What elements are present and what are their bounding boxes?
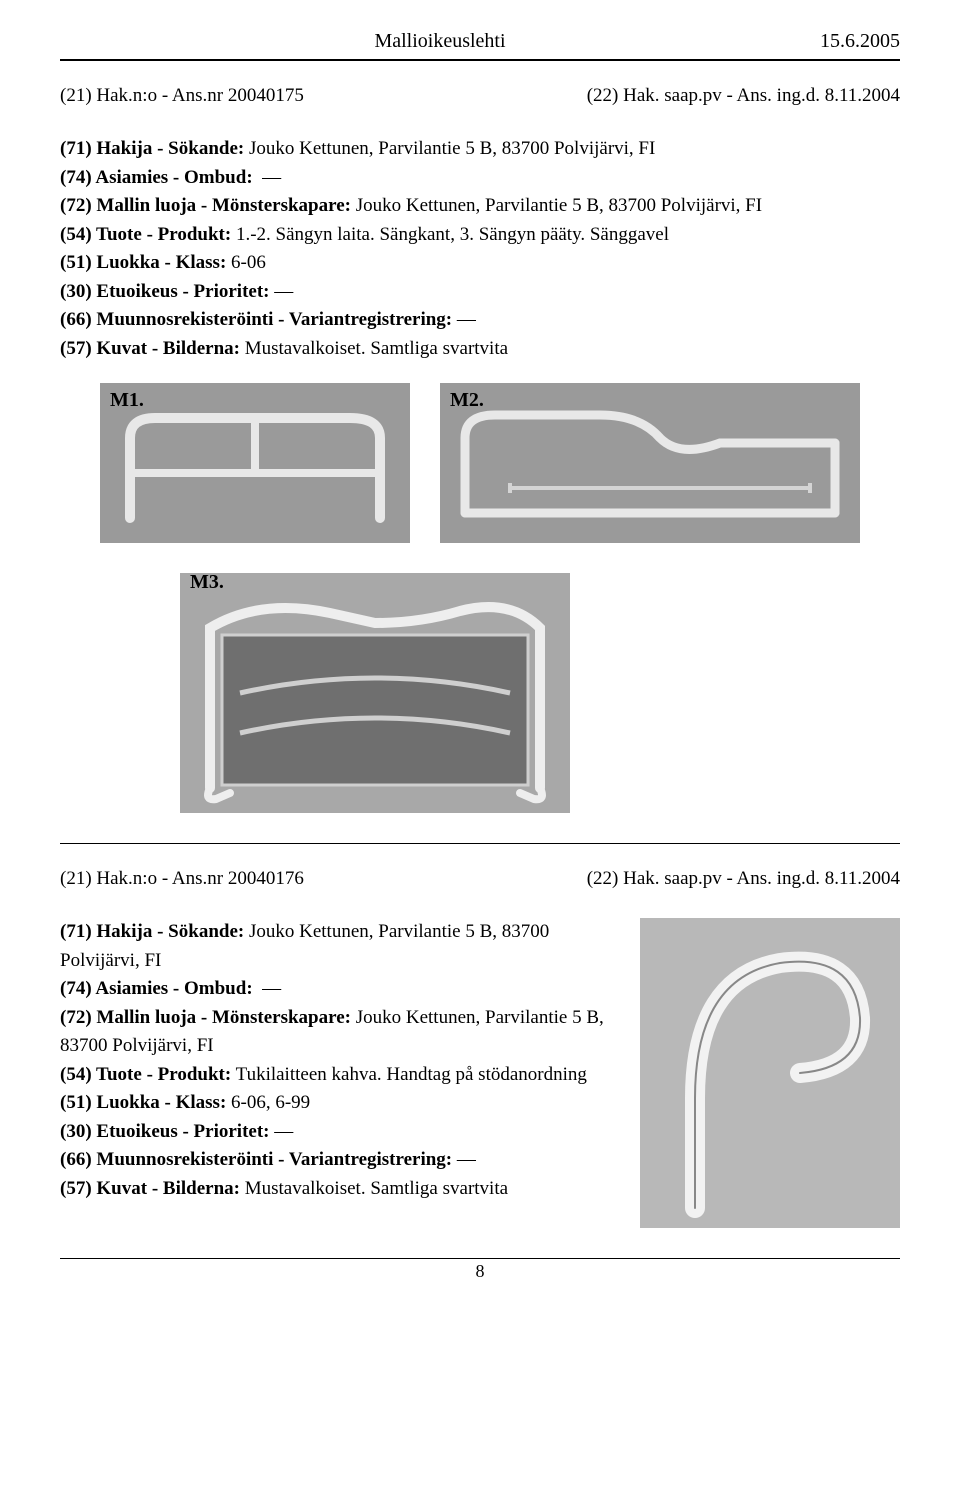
entry2-filedate: (22) Hak. saap.pv - Ans. ing.d. 8.11.200… <box>587 868 900 890</box>
page-number: 8 <box>60 1258 900 1282</box>
figure-m2-label: M2. <box>450 389 484 412</box>
entry2-body: (71) Hakija - Sökande: Jouko Kettunen, P… <box>60 918 620 1208</box>
figure-m3-label: M3. <box>190 571 224 594</box>
figure-handle <box>640 918 900 1228</box>
doc-date: 15.6.2005 <box>820 30 900 53</box>
entry1-body: (71) Hakija - Sökande: Jouko Kettunen, P… <box>60 135 900 363</box>
header-rule <box>60 59 900 61</box>
figure-m3: M3. <box>180 573 570 813</box>
entry2-appno: (21) Hak.n:o - Ans.nr 20040176 <box>60 868 304 890</box>
separator-rule <box>60 843 900 844</box>
figure-m1: M1. <box>100 383 410 543</box>
entry1-appno: (21) Hak.n:o - Ans.nr 20040175 <box>60 85 304 107</box>
figure-m2: M2. <box>440 383 860 543</box>
entry1-filedate: (22) Hak. saap.pv - Ans. ing.d. 8.11.200… <box>587 85 900 107</box>
doc-title: Mallioikeuslehti <box>374 30 505 53</box>
figure-m1-label: M1. <box>110 389 144 412</box>
